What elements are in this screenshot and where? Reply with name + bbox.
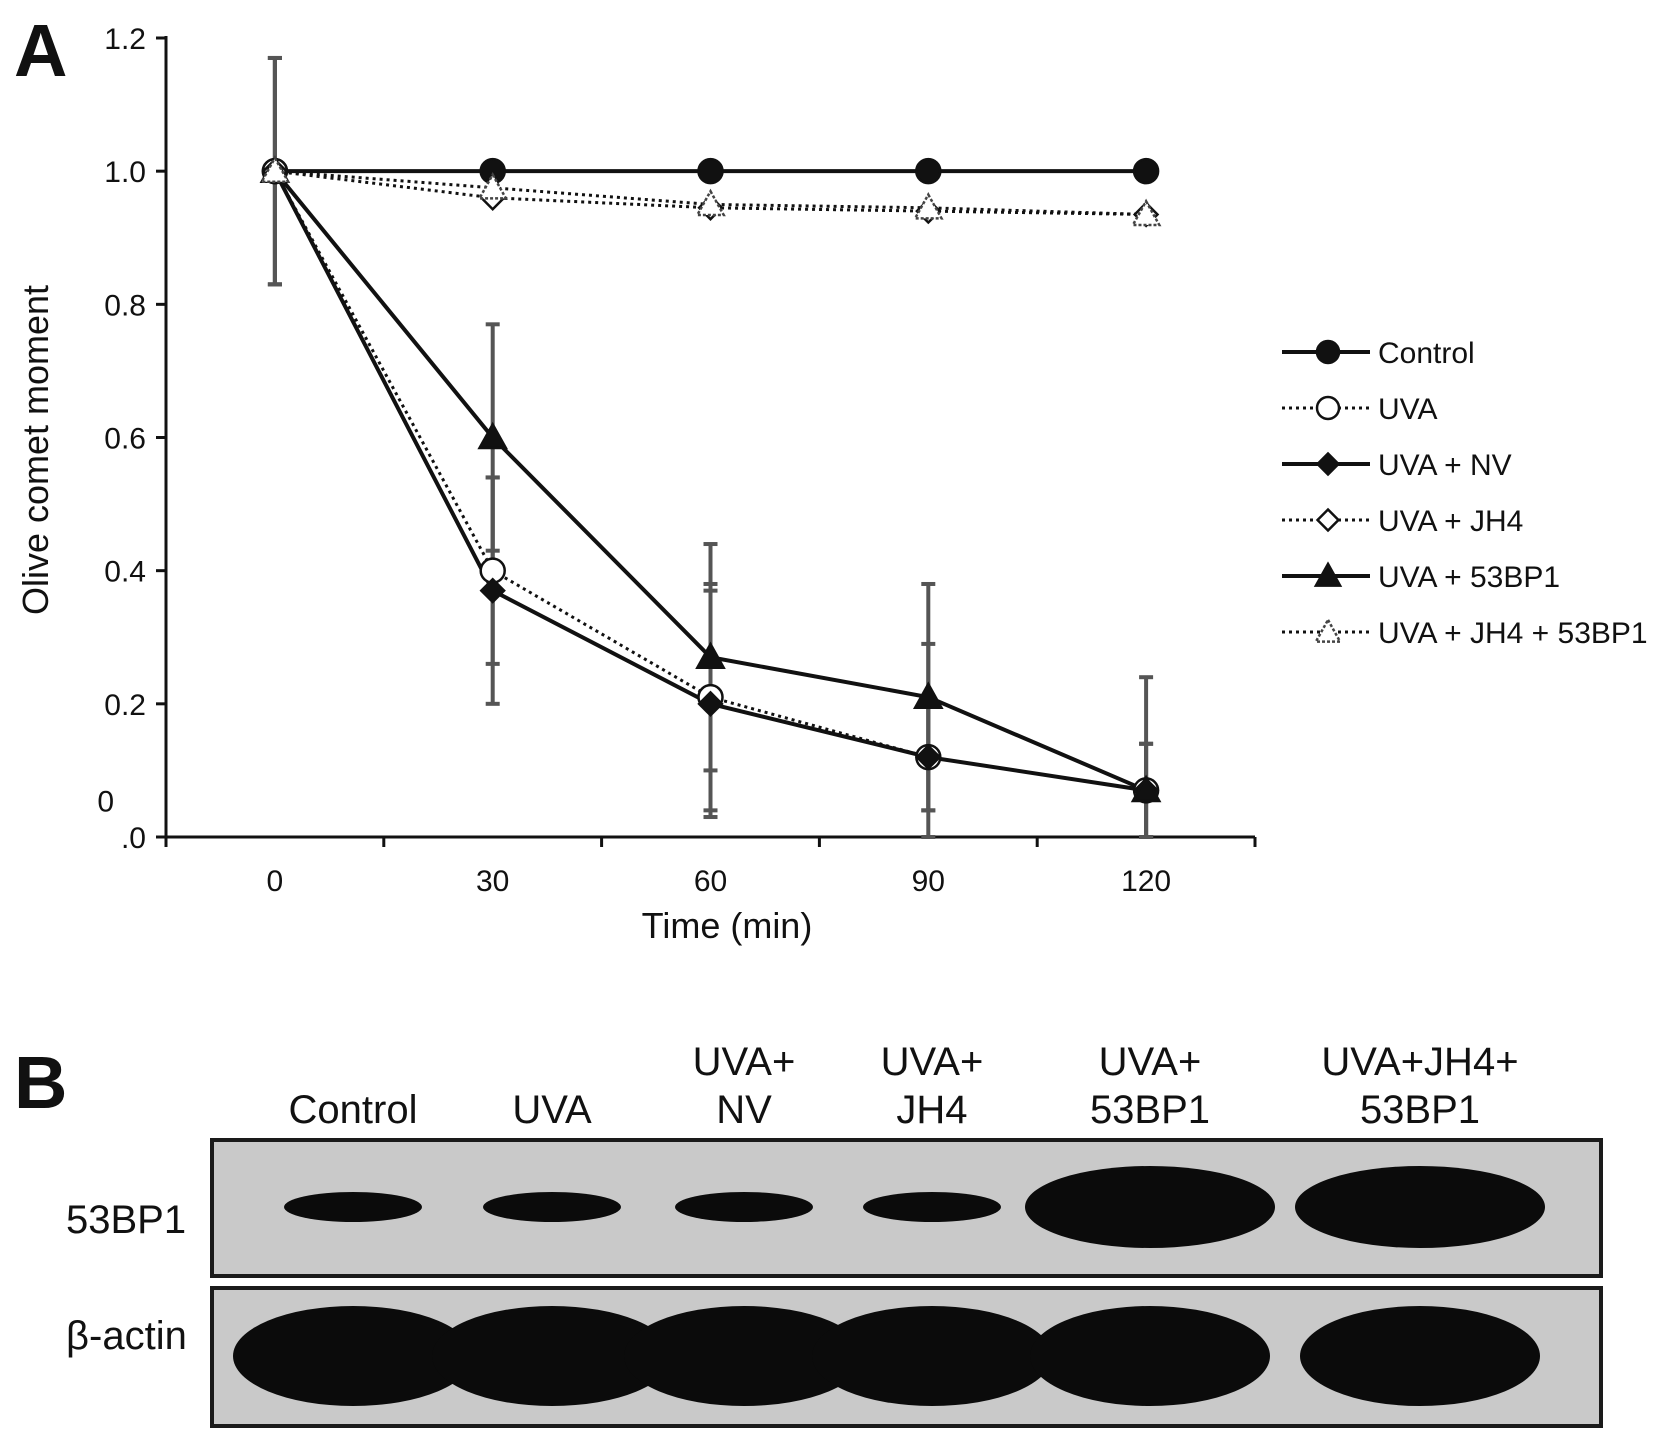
data-point bbox=[915, 157, 942, 185]
y-axis-title: Olive comet moment bbox=[15, 285, 56, 615]
panel-a-letter: A bbox=[14, 9, 68, 92]
data-point bbox=[912, 192, 944, 220]
blot-lane-label: UVA+ NV bbox=[634, 1038, 854, 1134]
lane-label-line1 bbox=[243, 1038, 463, 1086]
band-53bp1 bbox=[483, 1192, 621, 1222]
band-53bp1 bbox=[863, 1192, 1001, 1222]
legend-label: Control bbox=[1378, 337, 1475, 370]
blot-row-label-53bp1: 53BP1 bbox=[66, 1198, 187, 1242]
y-tick-label: .0 bbox=[121, 822, 146, 855]
legend-marker bbox=[1313, 617, 1343, 643]
x-tick-label: 0 bbox=[267, 865, 284, 898]
lane-label-line1: UVA+ bbox=[692, 1040, 796, 1084]
legend-label: UVA + JH4 + 53BP1 bbox=[1378, 617, 1648, 650]
band-53bp1 bbox=[1295, 1166, 1545, 1248]
lane-label-line2: 53BP1 bbox=[1089, 1088, 1211, 1132]
blot-lane-label: UVA bbox=[442, 1038, 662, 1134]
x-tick-label: 30 bbox=[476, 865, 509, 898]
lane-label-line2: Control bbox=[288, 1088, 418, 1132]
lane-label-line1: UVA+ bbox=[1098, 1040, 1202, 1084]
band-53bp1 bbox=[675, 1192, 813, 1222]
legend-marker bbox=[1315, 339, 1341, 365]
band-53bp1 bbox=[1025, 1166, 1275, 1248]
data-point bbox=[1130, 774, 1162, 803]
y-tick-label: 0.2 bbox=[104, 689, 146, 722]
data-point bbox=[915, 743, 942, 771]
legend-marker bbox=[1315, 507, 1341, 533]
x-tick-label: 90 bbox=[912, 865, 945, 898]
y-tick-label: 0.4 bbox=[104, 556, 146, 589]
lane-label-line2: NV bbox=[716, 1088, 772, 1132]
legend-marker bbox=[1313, 561, 1343, 587]
legend-label: UVA + 53BP1 bbox=[1378, 561, 1560, 594]
lane-label-line1: UVA+ bbox=[880, 1040, 984, 1084]
data-point bbox=[477, 421, 509, 450]
blot-membrane-53bp1 bbox=[210, 1138, 1603, 1278]
legend-marker bbox=[1315, 451, 1341, 477]
lane-label-line1: UVA+JH4+ bbox=[1321, 1040, 1519, 1084]
blot-row-label-beta-actin: β-actin bbox=[66, 1314, 187, 1358]
blot-lane-label: Control bbox=[243, 1038, 463, 1134]
lane-label-line2: 53BP1 bbox=[1359, 1088, 1481, 1132]
y-tick-label: 0.8 bbox=[104, 289, 146, 322]
data-point bbox=[1130, 198, 1162, 227]
lane-label-line2: UVA bbox=[512, 1088, 592, 1132]
data-point bbox=[1132, 157, 1160, 185]
legend-marker bbox=[1315, 395, 1341, 421]
data-point bbox=[697, 690, 724, 718]
x-tick-label: 60 bbox=[694, 865, 727, 898]
lane-label-line1 bbox=[442, 1038, 662, 1086]
chart-axes: 1.21.00.80.60.40.20.00 30 60 90 120 bbox=[97, 23, 1257, 898]
legend-label: UVA + NV bbox=[1378, 449, 1512, 482]
lane-label-line2: JH4 bbox=[896, 1088, 968, 1132]
legend-label: UVA + JH4 bbox=[1378, 505, 1523, 538]
series-markers bbox=[259, 155, 1162, 804]
chart-legend: Control UVA UVA + NV UVA + JH4 UVA + 53BP1 UV… bbox=[1282, 337, 1648, 650]
blot-lane-label: UVA+ JH4 bbox=[822, 1038, 1042, 1134]
series-line bbox=[273, 170, 1147, 792]
data-point bbox=[477, 172, 509, 200]
y-tick-label: 0 bbox=[97, 785, 114, 818]
data-point bbox=[479, 577, 506, 604]
blot-lane-label: UVA+ 53BP1 bbox=[1040, 1038, 1260, 1134]
band-beta-actin bbox=[1030, 1306, 1270, 1406]
blot-membrane-beta-actin bbox=[210, 1286, 1603, 1428]
y-tick-label: 1.2 bbox=[104, 23, 146, 56]
data-point bbox=[695, 188, 726, 217]
y-tick-label: 1.0 bbox=[104, 156, 146, 189]
x-tick-label: 120 bbox=[1121, 865, 1171, 898]
x-axis-title: Time (min) bbox=[642, 905, 813, 946]
band-53bp1 bbox=[284, 1192, 422, 1222]
panel-b-letter: B bbox=[14, 1041, 68, 1124]
blot-lane-label: UVA+JH4+ 53BP1 bbox=[1310, 1038, 1530, 1134]
data-point bbox=[259, 155, 291, 183]
data-point bbox=[695, 641, 726, 670]
legend-label: UVA bbox=[1378, 393, 1437, 426]
y-tick-label: 0.6 bbox=[104, 423, 146, 456]
data-point bbox=[697, 157, 724, 185]
comet-moment-line-chart: 1.21.00.80.60.40.20.00 30 60 90 120 ControlU… bbox=[15, 23, 1648, 946]
band-beta-actin bbox=[812, 1306, 1052, 1406]
data-point bbox=[912, 681, 944, 709]
band-beta-actin bbox=[1300, 1306, 1540, 1406]
